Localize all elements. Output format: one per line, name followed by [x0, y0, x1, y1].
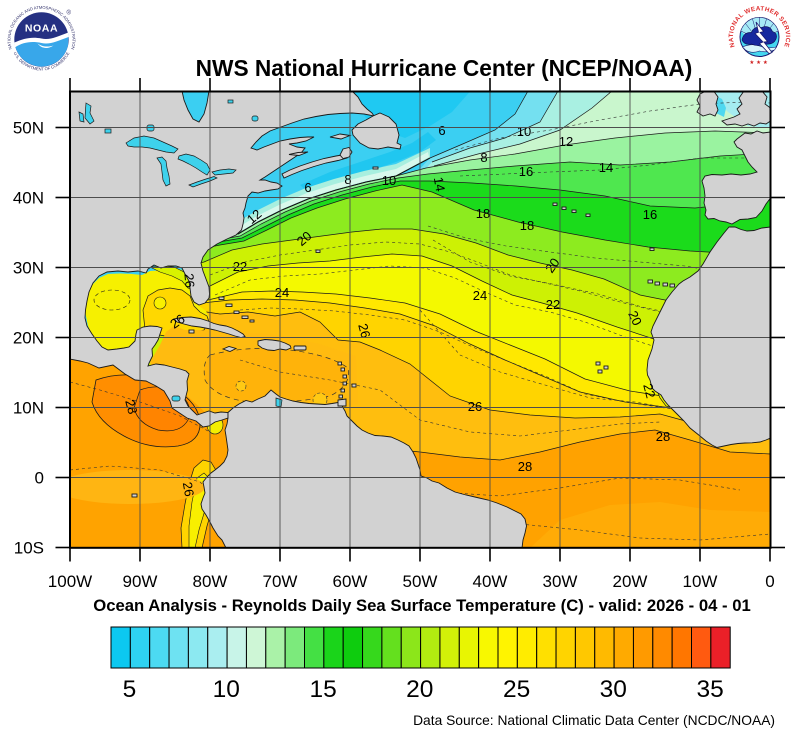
- svg-text:28: 28: [122, 398, 140, 416]
- svg-text:28: 28: [518, 459, 532, 474]
- svg-text:★★★: ★★★: [749, 59, 769, 66]
- svg-text:15: 15: [309, 676, 336, 703]
- svg-text:26: 26: [167, 311, 187, 332]
- svg-text:50N: 50N: [13, 119, 44, 138]
- svg-text:5: 5: [123, 676, 137, 703]
- svg-text:20W: 20W: [613, 572, 648, 591]
- svg-text:28: 28: [656, 429, 670, 444]
- svg-text:22: 22: [233, 259, 247, 274]
- svg-text:20: 20: [542, 255, 563, 275]
- svg-text:10W: 10W: [683, 572, 718, 591]
- svg-text:10: 10: [213, 676, 240, 703]
- svg-text:26: 26: [355, 322, 373, 340]
- svg-text:100W: 100W: [48, 572, 92, 591]
- svg-text:70W: 70W: [263, 572, 298, 591]
- svg-text:14: 14: [599, 160, 613, 175]
- svg-text:26: 26: [180, 481, 197, 498]
- svg-text:10: 10: [382, 173, 396, 188]
- svg-text:24: 24: [473, 288, 487, 303]
- svg-text:35: 35: [696, 676, 723, 703]
- svg-text:20N: 20N: [13, 329, 44, 348]
- svg-text:26: 26: [468, 399, 482, 414]
- svg-text:90W: 90W: [123, 572, 158, 591]
- svg-text:6: 6: [438, 123, 445, 138]
- svg-text:20: 20: [406, 676, 433, 703]
- svg-text:25: 25: [503, 676, 530, 703]
- svg-text:0: 0: [765, 572, 774, 591]
- svg-text:8: 8: [480, 150, 487, 165]
- svg-text:12: 12: [559, 134, 573, 149]
- svg-text:80W: 80W: [193, 572, 228, 591]
- svg-text:10N: 10N: [13, 399, 44, 418]
- svg-text:8: 8: [344, 172, 351, 187]
- svg-text:0: 0: [35, 469, 44, 488]
- svg-text:Ocean Analysis - Reynolds Dail: Ocean Analysis - Reynolds Daily Sea Surf…: [93, 596, 751, 615]
- svg-text:30N: 30N: [13, 259, 44, 278]
- svg-text:NWS National Hurricane Center: NWS National Hurricane Center (NCEP/NOAA…: [196, 55, 693, 81]
- svg-text:10S: 10S: [14, 539, 44, 558]
- svg-text:10: 10: [517, 124, 531, 139]
- svg-text:30W: 30W: [543, 572, 578, 591]
- svg-text:14: 14: [431, 176, 448, 193]
- svg-text:18: 18: [520, 218, 534, 233]
- svg-text:24: 24: [275, 285, 289, 300]
- svg-text:NOAA: NOAA: [25, 23, 58, 35]
- svg-text:16: 16: [643, 207, 657, 222]
- svg-text:6: 6: [304, 180, 311, 195]
- svg-text:18: 18: [476, 206, 490, 221]
- svg-text:40W: 40W: [473, 572, 508, 591]
- svg-text:60W: 60W: [333, 572, 368, 591]
- svg-text:22: 22: [546, 297, 560, 312]
- svg-text:®: ®: [67, 10, 72, 17]
- svg-text:26: 26: [181, 273, 197, 289]
- svg-text:40N: 40N: [13, 189, 44, 208]
- svg-text:16: 16: [519, 164, 533, 179]
- svg-text:30: 30: [600, 676, 627, 703]
- svg-text:50W: 50W: [403, 572, 438, 591]
- svg-text:22: 22: [640, 382, 658, 400]
- svg-text:Data Source: National Climatic: Data Source: National Climatic Data Cent…: [413, 713, 775, 728]
